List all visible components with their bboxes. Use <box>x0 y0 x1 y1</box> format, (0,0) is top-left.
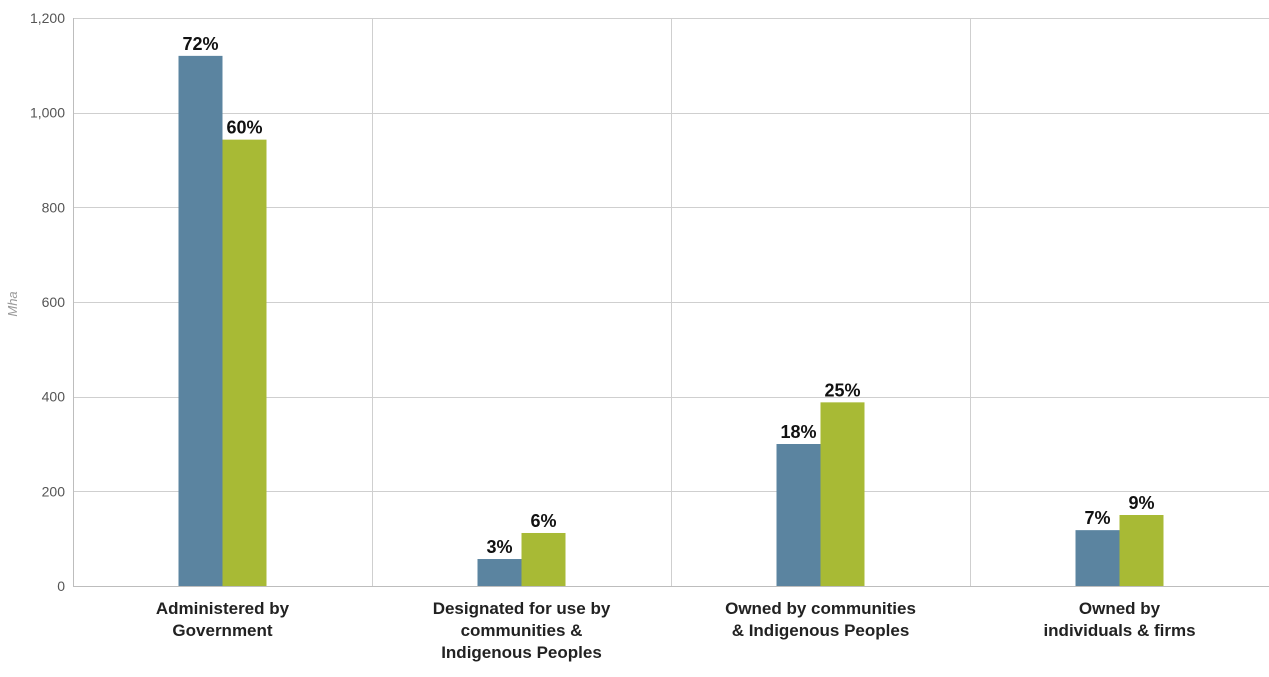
bar-data-label: 25% <box>824 380 860 400</box>
y-tick-label: 400 <box>42 389 66 405</box>
y-tick-label: 0 <box>57 578 65 594</box>
bar <box>521 532 566 586</box>
category-labels: Administered by Government Designated for … <box>156 599 1196 662</box>
bar <box>1075 530 1120 586</box>
y-tick-label: 1,000 <box>30 105 65 121</box>
bar-data-label: 72% <box>182 34 218 54</box>
bar <box>178 55 223 587</box>
category-label: Administered by <box>156 599 290 618</box>
category-label: Owned by communities <box>725 599 916 618</box>
bars <box>178 55 1164 587</box>
y-tick-label: 800 <box>42 199 66 215</box>
y-axis-ticks: 0 200 400 600 800 1,000 1,200 <box>30 10 65 594</box>
grid <box>73 18 1269 587</box>
category-label: Government <box>172 621 272 640</box>
bar-data-label: 3% <box>486 537 512 557</box>
bar-data-label: 7% <box>1084 508 1110 528</box>
y-tick-label: 600 <box>42 294 66 310</box>
bar <box>776 444 821 586</box>
bar <box>477 559 522 586</box>
bar <box>1119 515 1164 586</box>
bar-data-label: 9% <box>1128 493 1154 513</box>
category-label: communities & <box>461 621 583 640</box>
category-label: individuals & firms <box>1043 621 1195 640</box>
data-labels: 72% 60% 3% 6% 18% 25% 7% 9% <box>182 34 1154 557</box>
bar <box>222 139 267 586</box>
bar-data-label: 6% <box>530 511 556 531</box>
y-axis-label: Mha <box>5 291 20 316</box>
category-label: & Indigenous Peoples <box>732 621 910 640</box>
category-label: Owned by <box>1079 599 1161 618</box>
y-tick-label: 200 <box>42 483 66 499</box>
bar-data-label: 18% <box>780 422 816 442</box>
y-tick-label: 1,200 <box>30 10 65 26</box>
category-label: Designated for use by <box>433 599 611 618</box>
bar-data-label: 60% <box>226 118 262 138</box>
category-label: Indigenous Peoples <box>441 643 602 662</box>
bar <box>820 402 865 586</box>
